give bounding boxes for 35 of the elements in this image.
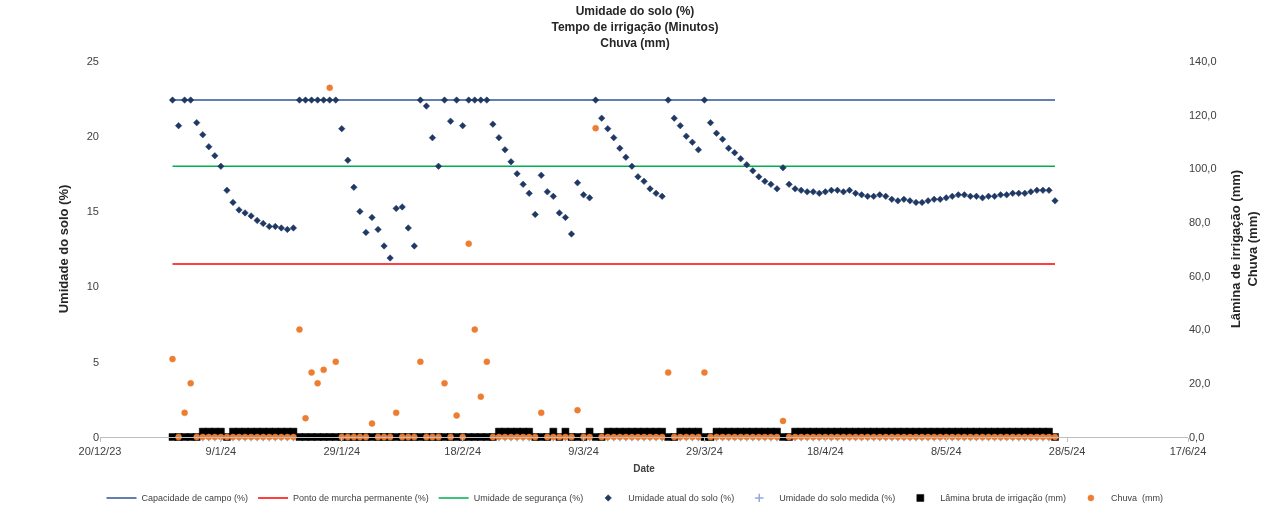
- x-tick-label: 28/5/24: [1048, 445, 1086, 458]
- x-tick-label: 18/4/24: [806, 445, 844, 458]
- legend-label: Chuva (mm): [1110, 493, 1163, 504]
- legend-label: Umidade de segurança (%): [473, 493, 584, 504]
- y-tick-label: 25: [86, 54, 99, 67]
- chart-title: Umidade do solo (%) Tempo de irrigação (Minutos) Chuva (mm): [551, 4, 719, 50]
- legend-label: Umidade atual do solo (%): [628, 493, 735, 504]
- y2-tick-label: 60,0: [1189, 269, 1211, 282]
- y2-tick-label: 0,0: [1189, 430, 1205, 443]
- y-tick-label: 0: [92, 430, 99, 443]
- x-tick-label: 17/6/24: [1169, 445, 1207, 458]
- y2-tick-label: 100,0: [1189, 162, 1217, 175]
- x-axis-title: Date: [633, 462, 656, 474]
- legend-label: Lâmina bruta de irrigação (mm): [940, 493, 1066, 504]
- y2-tick-label: 20,0: [1189, 377, 1211, 390]
- y2-tick-label: 120,0: [1189, 108, 1217, 121]
- y-tick-label: 20: [86, 130, 99, 143]
- x-tick-label: 8/5/24: [930, 445, 962, 458]
- y-axis-title: Umidade do solo (%): [55, 184, 71, 314]
- x-tick-label: 9/1/24: [205, 445, 237, 458]
- x-tick-label: 20/12/23: [78, 445, 122, 458]
- y-tick-label: 5: [92, 355, 99, 368]
- x-tick-label: 29/3/24: [686, 445, 723, 458]
- y2-tick-label: 80,0: [1189, 215, 1211, 228]
- y2-tick-label: 40,0: [1189, 323, 1211, 336]
- legend-label: Umidade do solo medida (%): [779, 493, 896, 504]
- y-tick-label: 15: [86, 205, 99, 218]
- x-tick-label: 9/3/24: [568, 445, 599, 458]
- y2-tick-label: 140,0: [1189, 54, 1217, 67]
- y-tick-label: 10: [86, 280, 99, 293]
- y2-axis-title: Lâmina de irrigação (mm) Chuva (mm): [1228, 169, 1261, 329]
- x-tick-label: 18/2/24: [444, 445, 482, 458]
- x-tick-label: 29/1/24: [323, 445, 361, 458]
- legend-label: Ponto de murcha permanente (%): [293, 493, 429, 504]
- legend-label: Capacidade de campo (%): [141, 493, 249, 504]
